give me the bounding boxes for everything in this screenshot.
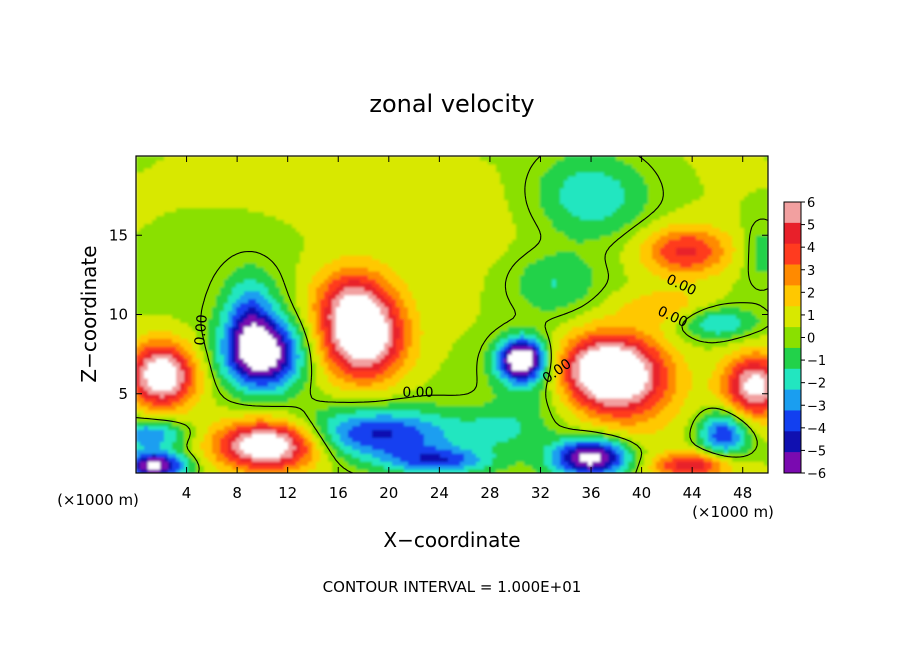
- colorbar-tick-label: 2: [807, 286, 815, 301]
- colorbar-swatch: [784, 452, 801, 474]
- velocity-field: [136, 156, 768, 473]
- contour-label-0: 0.00: [192, 314, 211, 346]
- colorbar-tick-label: −5: [807, 444, 826, 459]
- colorbar: 6 5 4 3 2 1 0 −1 −2 −3 −4 −5 −6: [783, 196, 826, 482]
- colorbar-swatch: [784, 327, 801, 349]
- colorbar-tick-label: 3: [807, 264, 815, 279]
- y-tick-label: 15: [109, 226, 128, 244]
- colorbar-tick-label: 0: [807, 332, 815, 347]
- x-tick-label: 8: [232, 484, 242, 502]
- contour-interval-note: CONTOUR INTERVAL = 1.000E+01: [323, 578, 582, 596]
- x-tick-label: 24: [430, 484, 449, 502]
- x-axis-ticks: 4 8 12 16 20 24 28 32 36 40 44 48: [182, 156, 752, 502]
- x-unit-left: (×1000 m): [57, 491, 139, 509]
- x-unit-right: (×1000 m): [692, 503, 774, 521]
- x-tick-label: 36: [581, 484, 600, 502]
- colorbar-swatch: [784, 368, 801, 390]
- colorbar-tick-label: −1: [807, 354, 826, 369]
- colorbar-swatch: [784, 243, 801, 265]
- colorbar-tick-label: 4: [807, 241, 815, 256]
- colorbar-swatch: [784, 347, 801, 370]
- colorbar-swatch: [784, 410, 801, 432]
- colorbar-swatch: [784, 285, 801, 307]
- x-tick-label: 12: [278, 484, 297, 502]
- colorbar-swatch: [784, 202, 801, 224]
- contour-line-zero: [136, 156, 768, 473]
- colorbar-swatch: [784, 306, 801, 328]
- colorbar-tick-label: −2: [807, 377, 826, 392]
- x-tick-label: 32: [531, 484, 550, 502]
- x-axis-label: X−coordinate: [383, 528, 520, 552]
- x-tick-label: 20: [379, 484, 398, 502]
- zero-contours: [136, 156, 768, 473]
- colorbar-swatch: [784, 222, 801, 244]
- colorbar-tick-label: −6: [807, 467, 826, 482]
- x-tick-label: 40: [632, 484, 651, 502]
- colorbar-swatch: [784, 389, 801, 411]
- x-tick-label: 28: [480, 484, 499, 502]
- colorbar-swatch: [784, 264, 801, 286]
- chart-title: zonal velocity: [369, 90, 534, 118]
- colorbar-tick-label: −4: [807, 422, 826, 437]
- y-axis-label: Z−coordinate: [77, 245, 101, 382]
- y-tick-label: 10: [109, 306, 128, 324]
- x-tick-label: 4: [182, 484, 192, 502]
- colorbar-swatch: [784, 431, 801, 453]
- x-tick-label: 48: [733, 484, 752, 502]
- colorbar-tick-label: 5: [807, 219, 815, 234]
- colorbar-tick-label: −3: [807, 399, 826, 414]
- contour-labels: 0.000.000.000.000.00: [192, 272, 699, 401]
- x-tick-label: 16: [329, 484, 348, 502]
- y-axis-ticks: 5 10 15: [109, 226, 768, 403]
- colorbar-tick-label: 1: [807, 309, 815, 324]
- plot-area: 0.000.000.000.000.00 4 8 12 16 20 24 28 32 36 40 4…: [109, 155, 769, 502]
- colorbar-tick-label: 6: [807, 196, 815, 211]
- x-tick-label: 44: [683, 484, 702, 502]
- contour-label-1: 0.00: [402, 385, 433, 401]
- y-tick-label: 5: [118, 385, 128, 403]
